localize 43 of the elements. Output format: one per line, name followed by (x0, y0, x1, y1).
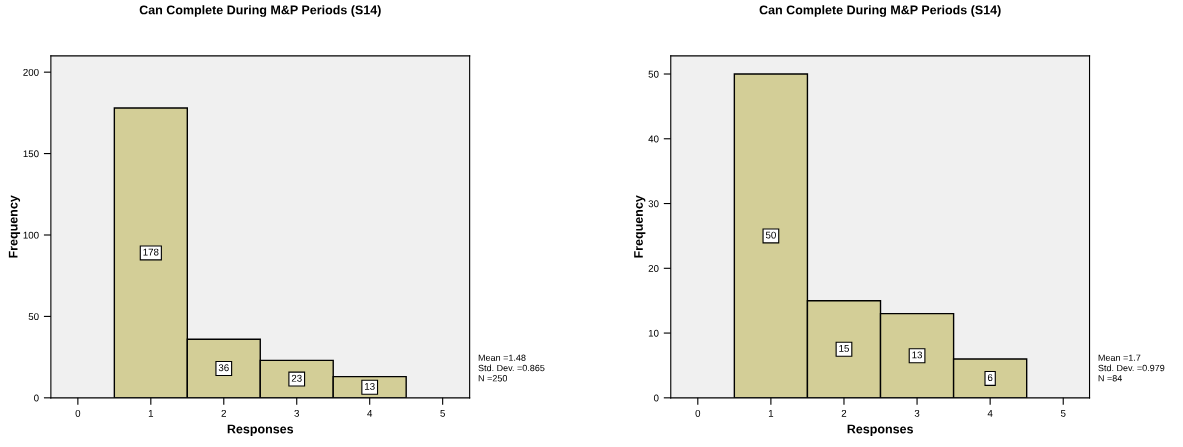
y-tick-label: 150 (23, 150, 39, 158)
y-tick-label: 0 (653, 394, 659, 402)
y-tick-label: 50 (648, 70, 659, 78)
x-tick-label: 1 (768, 409, 774, 417)
data-label: 15 (839, 345, 849, 352)
data-label: 23 (291, 374, 302, 382)
text: Std. Dev. =0.979 (1098, 364, 1165, 372)
data-label: 50 (765, 231, 776, 239)
x-tick-label: 4 (367, 409, 373, 417)
x-tick-label: 0 (695, 409, 701, 417)
y-tick-label: 50 (28, 313, 39, 321)
data-label: 36 (218, 364, 229, 372)
y-tick-label: 0 (34, 394, 39, 402)
text: Mean =1.48 (478, 354, 526, 361)
y-tick-label: 100 (23, 231, 39, 239)
data-label: 6 (987, 374, 993, 382)
x-tick-label: 4 (987, 409, 993, 417)
y-tick-label: 30 (648, 200, 659, 208)
y-tick-label: 40 (648, 135, 659, 143)
text: Mean =1.7 (1098, 354, 1141, 361)
x-axis-title: Responses (847, 424, 913, 436)
data-label: 13 (912, 351, 923, 359)
chart-title: Can Complete During M&P Periods (S14) (759, 5, 1001, 17)
text: N =250 (478, 375, 508, 382)
y-tick-label: 10 (648, 329, 659, 337)
data-label: 13 (365, 382, 375, 390)
text: Std. Dev. =0.865 (478, 364, 545, 372)
x-tick-label: 3 (914, 409, 920, 417)
x-tick-label: 2 (841, 409, 847, 417)
x-tick-label: 5 (440, 409, 445, 417)
chart-title: Can Complete During M&P Periods (S14) (139, 5, 381, 17)
y-axis-title: Frequency (8, 195, 21, 258)
y-axis-title: Frequency (634, 195, 646, 258)
x-tick-label: 2 (221, 409, 226, 417)
x-tick-label: 3 (294, 409, 300, 417)
y-tick-label: 200 (23, 68, 39, 76)
data-label: 178 (143, 248, 159, 256)
x-tick-label: 0 (75, 409, 81, 417)
text: N =84 (1098, 375, 1122, 382)
y-tick-label: 20 (648, 265, 659, 272)
x-tick-label: 1 (148, 409, 154, 417)
x-tick-label: 5 (1060, 409, 1066, 417)
x-axis-title: Responses (227, 424, 294, 436)
